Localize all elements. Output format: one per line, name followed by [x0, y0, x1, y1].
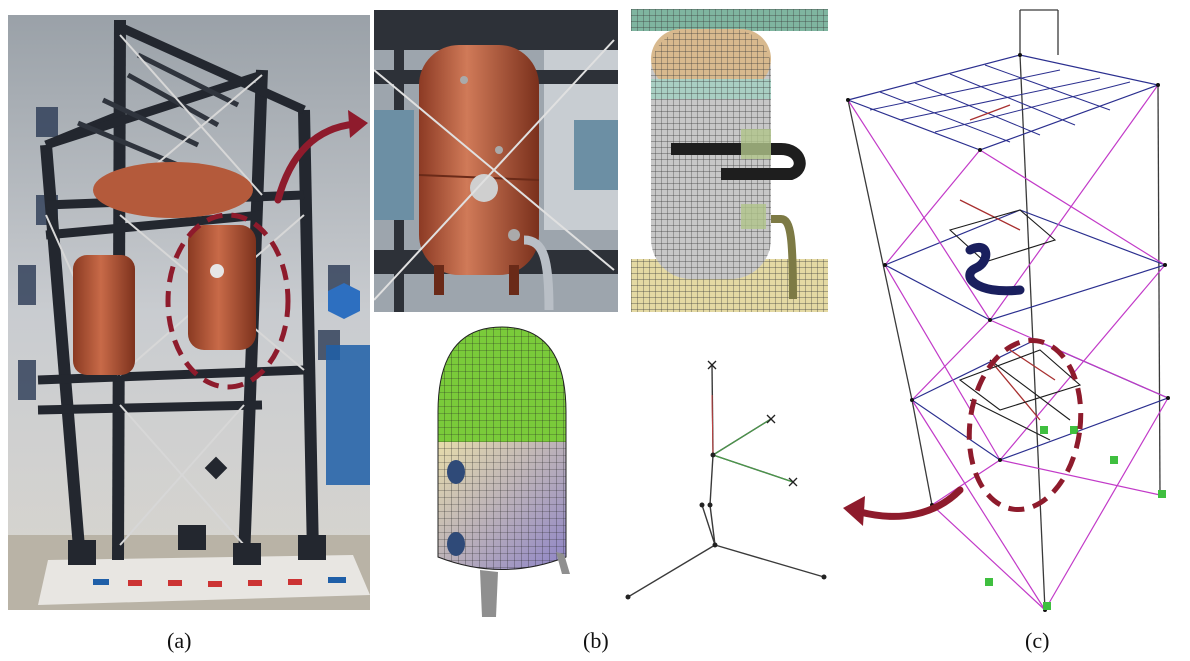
- caption-b: (b): [583, 628, 609, 653]
- caption-a: (a): [167, 628, 192, 653]
- highlight-ellipse: [966, 337, 1084, 513]
- frame-fe-model: [840, 0, 1185, 615]
- tank-fe-mesh-assembly: [631, 9, 828, 312]
- tank-fe-mesh: [430, 322, 590, 622]
- caption-c: (c): [1025, 628, 1050, 653]
- highlight-ellipse: [165, 212, 291, 390]
- arrow-to-stick-model: [843, 486, 964, 526]
- tank-stick-model: [622, 355, 832, 605]
- shake-table-photo: [8, 15, 370, 610]
- arrow-to-closeup: [274, 110, 368, 204]
- tank-closeup-photo: [374, 10, 618, 312]
